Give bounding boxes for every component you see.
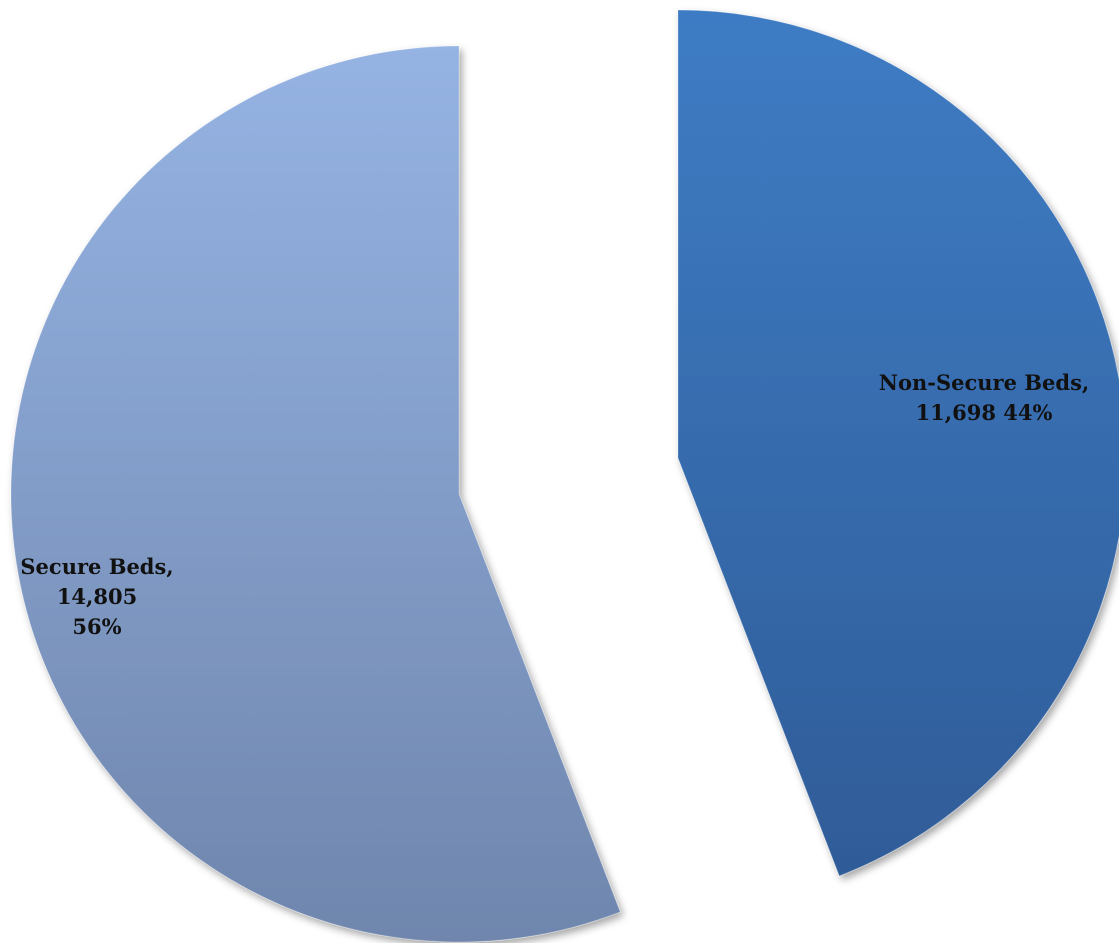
data-label-line: Secure Beds, bbox=[20, 554, 173, 579]
data-label-line: 14,805 bbox=[57, 584, 137, 609]
pie-labels: Non-Secure Beds, 11,698 44% Secure Beds, 14… bbox=[20, 370, 1089, 639]
pie-slice-non-secure-beds bbox=[677, 9, 1119, 877]
data-label-line: 11,698 44% bbox=[916, 400, 1053, 425]
pie-slices bbox=[10, 9, 1119, 943]
data-label-secure-beds: Secure Beds, 14,805 56% bbox=[20, 554, 173, 639]
data-label-line: 56% bbox=[72, 614, 121, 639]
pie-slice-secure-beds bbox=[10, 45, 621, 943]
data-label-non-secure-beds: Non-Secure Beds, 11,698 44% bbox=[879, 370, 1089, 425]
data-label-line: Non-Secure Beds, bbox=[879, 370, 1089, 395]
